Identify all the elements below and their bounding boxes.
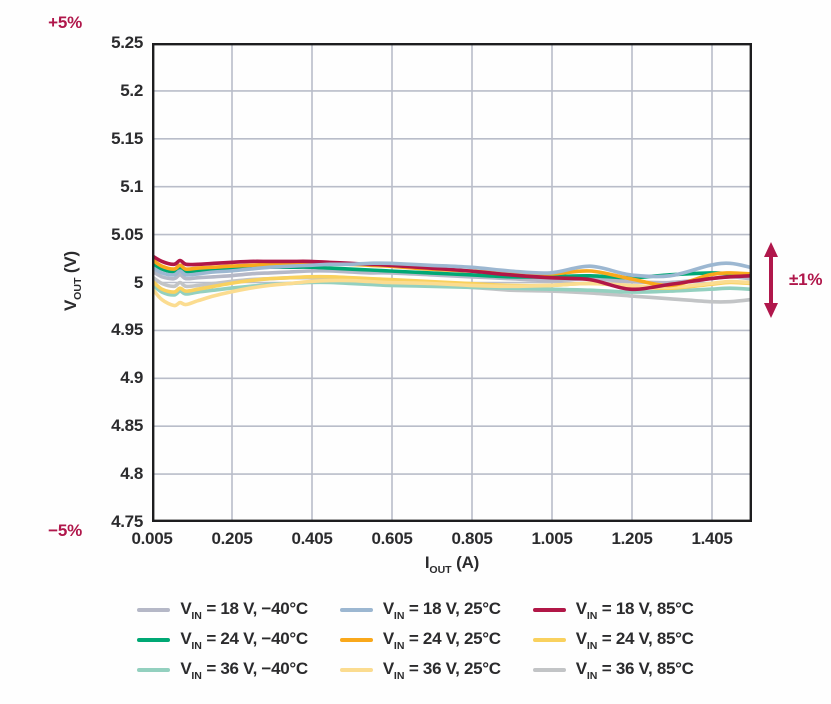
legend-item-vin36-25: VIN = 36 V, 25°C (339, 658, 501, 683)
legend-swatch (137, 638, 171, 642)
series-line-vin36-n40 (152, 280, 752, 297)
y-tick-label: 4.75 (111, 512, 143, 531)
series-line-vin18-25 (152, 261, 752, 279)
x-tick-label: 1.005 (531, 529, 573, 548)
annotation-minus-5pct: −5% (48, 521, 82, 540)
annotation-pm-1pct: ±1% (789, 270, 823, 289)
y-tick-label: 4.95 (111, 320, 143, 340)
legend-label: VIN = 18 V, 25°C (382, 598, 501, 623)
plot-area (152, 43, 752, 522)
legend-item-vin18-25: VIN = 18 V, 25°C (339, 598, 501, 623)
legend-item-vin24-n40: VIN = 24 V, −40°C (137, 628, 308, 653)
y-tick-label: 5.05 (111, 224, 143, 244)
x-tick-label: 0.805 (451, 529, 493, 548)
x-tick-label: 1.205 (611, 529, 653, 548)
legend-swatch (339, 638, 373, 642)
series-line-vin18-n40 (152, 269, 752, 285)
x-tick-label: 0.205 (211, 529, 253, 548)
legend-label: VIN = 36 V, 85°C (575, 658, 694, 683)
x-tick-label: 1.405 (691, 529, 733, 548)
legend-item-vin24-25: VIN = 24 V, 25°C (339, 628, 501, 653)
legend-label: VIN = 18 V, −40°C (180, 598, 308, 623)
legend-item-vin36-n40: VIN = 36 V, −40°C (137, 658, 308, 683)
y-tick-label: 5.25 (111, 33, 143, 52)
legend-swatch (532, 668, 566, 672)
y-tick-label: 5 (133, 272, 143, 292)
legend-item-vin18-n40: VIN = 18 V, −40°C (137, 598, 308, 623)
plot-border (152, 43, 752, 522)
y-tick-label: 4.85 (111, 416, 143, 436)
y-tick-label: 5.1 (120, 176, 143, 196)
y-tick-label: 5.2 (120, 80, 143, 100)
legend-swatch (137, 668, 171, 672)
legend-label: VIN = 18 V, 85°C (575, 598, 694, 623)
legend-grid: VIN = 18 V, −40°C VIN = 24 V, −40°C VIN = … (137, 598, 694, 683)
legend-label: VIN = 36 V, −40°C (180, 658, 308, 683)
tolerance-annotation: ±1% (760, 242, 823, 318)
x-tick-label: 0.405 (291, 529, 333, 548)
y-tick-label: 4.9 (120, 368, 143, 388)
double-headed-arrow-icon (764, 242, 778, 318)
x-tick-label: 0.605 (371, 529, 413, 548)
legend-label: VIN = 24 V, 85°C (575, 628, 694, 653)
legend-swatch (137, 608, 171, 612)
annotation-plus-5pct: +5% (48, 13, 82, 32)
legend-label: VIN = 24 V, 25°C (382, 628, 501, 653)
legend-swatch (339, 608, 373, 612)
y-tick-label: 4.8 (120, 464, 143, 484)
legend-item-vin24-85: VIN = 24 V, 85°C (532, 628, 694, 653)
legend-swatch (532, 608, 566, 612)
legend-item-vin18-85: VIN = 18 V, 85°C (532, 598, 694, 623)
legend-swatch (339, 668, 373, 672)
legend-label: VIN = 24 V, −40°C (180, 628, 308, 653)
legend-swatch (532, 638, 566, 642)
chart-legend: VIN = 18 V, −40°C VIN = 24 V, −40°C VIN = … (0, 598, 831, 683)
x-axis-title: IOUT (A) (424, 553, 480, 577)
legend-item-vin36-85: VIN = 36 V, 85°C (532, 658, 694, 683)
y-tick-label: 5.15 (111, 128, 143, 148)
x-tick-label: 0.005 (131, 529, 173, 548)
series-line-vin36-25 (152, 278, 752, 308)
legend-label: VIN = 36 V, 25°C (382, 658, 501, 683)
